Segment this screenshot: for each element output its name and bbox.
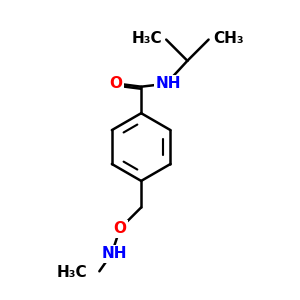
Text: NH: NH — [156, 76, 181, 91]
Text: O: O — [110, 76, 123, 91]
Text: CH₃: CH₃ — [213, 31, 244, 46]
Text: H₃C: H₃C — [57, 265, 88, 280]
Text: O: O — [113, 221, 127, 236]
Text: NH: NH — [102, 246, 128, 261]
Text: H₃C: H₃C — [131, 31, 162, 46]
